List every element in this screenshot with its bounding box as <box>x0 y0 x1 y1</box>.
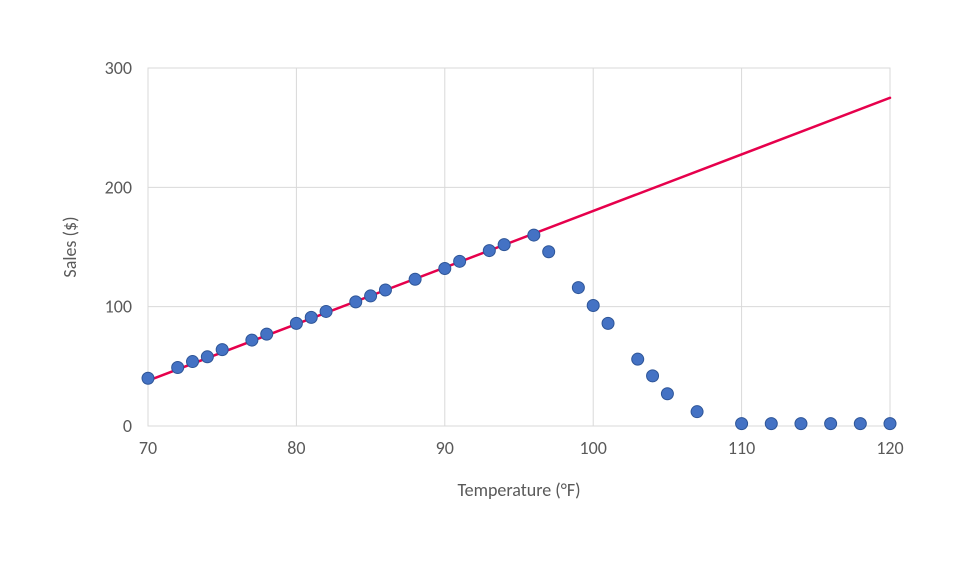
data-point <box>602 317 614 329</box>
data-point <box>439 262 451 274</box>
data-point <box>587 299 599 311</box>
data-point <box>246 334 258 346</box>
x-tick-label: 80 <box>287 437 305 459</box>
data-point <box>142 372 154 384</box>
y-tick-label: 300 <box>105 57 132 79</box>
data-point <box>320 305 332 317</box>
y-tick-label: 0 <box>123 415 132 437</box>
x-tick-label: 70 <box>139 437 157 459</box>
x-tick-label: 100 <box>580 437 607 459</box>
data-point <box>647 370 659 382</box>
data-point <box>365 290 377 302</box>
data-point <box>305 311 317 323</box>
y-axis-title: Sales ($) <box>59 216 81 277</box>
data-point <box>543 246 555 258</box>
data-point <box>632 353 644 365</box>
x-tick-label: 90 <box>436 437 454 459</box>
data-point <box>691 406 703 418</box>
data-point <box>187 356 199 368</box>
y-tick-label: 100 <box>105 296 132 318</box>
data-point <box>290 317 302 329</box>
data-point <box>172 362 184 374</box>
data-point <box>572 282 584 294</box>
data-point <box>765 418 777 430</box>
data-point <box>854 418 866 430</box>
data-point <box>528 229 540 241</box>
data-point <box>483 245 495 257</box>
data-point <box>498 239 510 251</box>
data-point <box>661 388 673 400</box>
data-point <box>736 418 748 430</box>
x-axis-title: Temperature (°F) <box>457 479 580 501</box>
chart-container: 70 80 90 100 110 120 0 100 200 300 Temperature (°F… <box>0 0 976 565</box>
data-point <box>454 255 466 267</box>
data-point <box>261 328 273 340</box>
data-point <box>409 273 421 285</box>
data-point <box>201 351 213 363</box>
data-point <box>216 344 228 356</box>
x-tick-label: 120 <box>876 437 903 459</box>
data-point <box>379 284 391 296</box>
sales-vs-temperature-chart: 70 80 90 100 110 120 0 100 200 300 Temperature (°F… <box>0 0 976 565</box>
y-tick-label: 200 <box>105 176 132 198</box>
data-point <box>350 296 362 308</box>
data-point <box>884 418 896 430</box>
data-point <box>825 418 837 430</box>
data-point <box>795 418 807 430</box>
x-tick-label: 110 <box>728 437 755 459</box>
